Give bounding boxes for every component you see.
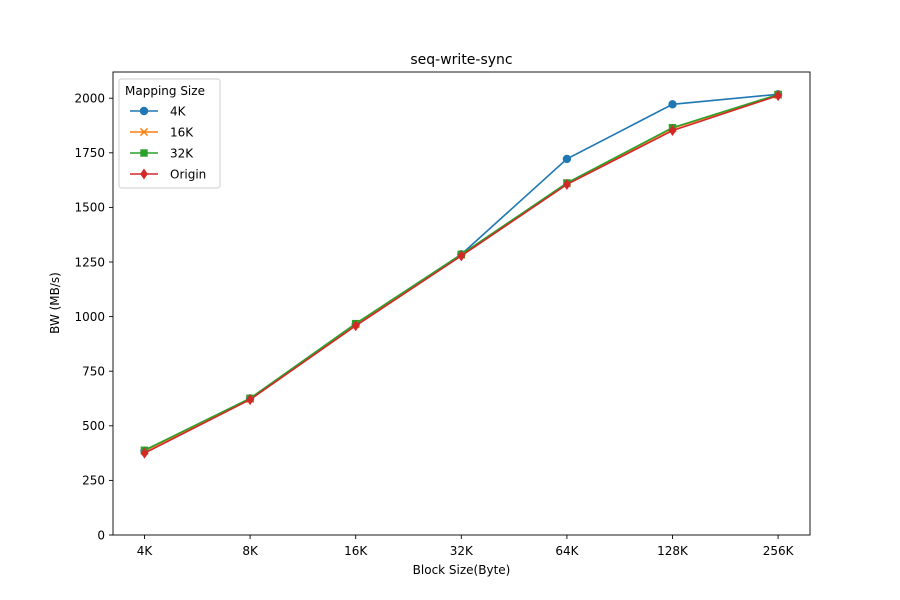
y-tick-label: 1000 — [74, 310, 105, 324]
y-tick-label: 500 — [82, 419, 105, 433]
series-origin — [140, 90, 782, 459]
y-tick-label: 1500 — [74, 201, 105, 215]
legend-marker-4k — [139, 106, 149, 116]
y-tick-label: 2000 — [74, 92, 105, 106]
series-line-4k — [144, 93, 779, 452]
legend-marker-16k — [139, 127, 149, 137]
y-tick-label: 0 — [97, 528, 105, 542]
data-point-4k-64k — [562, 154, 572, 164]
legend-title: Mapping Size — [125, 84, 205, 98]
legend-box — [118, 78, 221, 189]
x-tick-label: 128K — [657, 544, 689, 558]
y-tick-label: 750 — [82, 365, 105, 379]
data-point-origin-64k — [563, 178, 571, 190]
x-tick-label: 16K — [344, 544, 368, 558]
series-line-32k — [144, 93, 779, 451]
series-16k — [140, 90, 783, 456]
x-tick-label: 256K — [763, 544, 795, 558]
data-point-origin-128k — [668, 125, 677, 137]
y-tick-label: 1750 — [74, 146, 105, 160]
data-point-origin-4k — [140, 447, 149, 459]
data-point-origin-32k — [457, 250, 466, 262]
series-line-origin — [144, 94, 779, 454]
x-tick-label: 4K — [137, 544, 154, 558]
y-axis-ticks: 0 250 500 750 1000 1250 1500 1750 2000 — [74, 92, 113, 542]
legend: Mapping Size 4K 16K 32K Origin — [118, 78, 221, 189]
series-32k — [140, 90, 782, 454]
data-point-origin-256k — [774, 90, 782, 102]
legend-label-16k: 16K — [170, 125, 194, 139]
chart-title: seq-write-sync — [410, 52, 512, 68]
y-axis-label: BW (MB/s) — [48, 272, 62, 334]
y-tick-label: 1250 — [74, 255, 105, 269]
legend-label-4k: 4K — [170, 104, 187, 118]
legend-marker-origin — [140, 168, 148, 180]
plot-area — [112, 71, 811, 536]
series-4k — [140, 90, 783, 456]
x-axis-ticks: 4K 8K 16K 32K 64K 128K 256K — [137, 535, 795, 558]
data-point-origin-16k — [351, 320, 360, 332]
x-tick-label: 32K — [450, 544, 474, 558]
legend-label-32k: 32K — [170, 146, 194, 160]
series-line-16k — [144, 94, 779, 452]
data-point-origin-8k — [246, 394, 254, 406]
x-axis-label: Block Size(Byte) — [413, 563, 511, 577]
x-tick-label: 8K — [242, 544, 259, 558]
y-tick-label: 250 — [82, 474, 105, 488]
data-point-4k-128k — [668, 100, 677, 109]
x-tick-label: 64K — [555, 544, 579, 558]
legend-marker-32k — [140, 149, 148, 157]
legend-label-origin: Origin — [170, 167, 206, 181]
